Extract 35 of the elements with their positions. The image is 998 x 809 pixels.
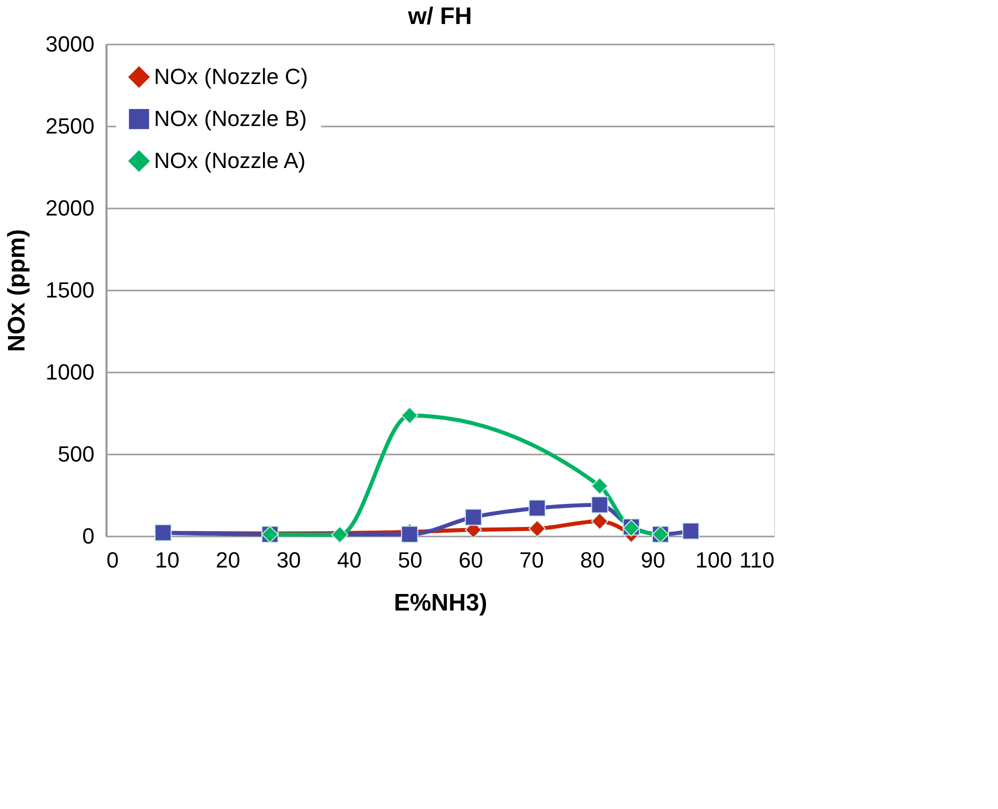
y-tick-label: 0 xyxy=(82,524,94,548)
point xyxy=(331,526,348,544)
point xyxy=(464,508,482,526)
x-tick-label: 40 xyxy=(337,548,362,572)
x-tick-label: 110 xyxy=(739,548,774,572)
y-tick-label: 1500 xyxy=(46,278,94,302)
point xyxy=(528,520,546,538)
x-tick-label: 50 xyxy=(398,548,422,572)
y-tick-label: 3000 xyxy=(46,32,94,56)
point xyxy=(401,406,418,424)
y-tick-label: 2000 xyxy=(46,196,94,220)
point xyxy=(401,526,418,543)
legend-label: NOx (Nozzle B) xyxy=(154,106,307,131)
point xyxy=(528,500,546,517)
x-axis-title: E%NH3) xyxy=(394,590,488,616)
legend-label: NOx (Nozzle A) xyxy=(154,148,306,173)
x-tick-label: 30 xyxy=(276,548,301,572)
point xyxy=(591,512,608,530)
x-tick-label: 100 xyxy=(695,548,732,572)
legend-label: NOx (Nozzle C) xyxy=(154,64,308,89)
x-tick-label: 20 xyxy=(216,548,240,572)
x-tick-label: 60 xyxy=(458,548,484,572)
y-tick-label: 2500 xyxy=(46,114,94,138)
chart-title: w/ FH xyxy=(407,3,472,30)
x-tick-label: 80 xyxy=(580,548,605,572)
point xyxy=(591,496,608,514)
y-axis-title: NOx (ppm) xyxy=(4,229,31,352)
y-tick-label: 1000 xyxy=(46,360,94,384)
x-tick-label: 90 xyxy=(640,548,666,572)
point xyxy=(682,522,700,540)
x-tick-label: 70 xyxy=(519,548,544,572)
x-tick-label: 0 xyxy=(106,548,119,572)
y-tick-label: 500 xyxy=(58,442,94,466)
x-tick-label: 10 xyxy=(154,548,180,572)
point xyxy=(591,477,608,495)
